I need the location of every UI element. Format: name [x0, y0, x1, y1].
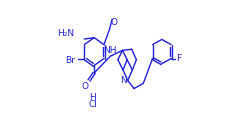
Text: Br: Br: [65, 56, 75, 65]
Text: H: H: [89, 93, 96, 102]
Text: NH: NH: [104, 46, 117, 55]
Text: F: F: [176, 54, 181, 63]
Text: O: O: [81, 82, 88, 91]
Text: Cl: Cl: [88, 100, 97, 109]
Text: O: O: [111, 18, 118, 27]
Text: H₂N: H₂N: [57, 29, 74, 38]
Text: N: N: [120, 76, 127, 85]
